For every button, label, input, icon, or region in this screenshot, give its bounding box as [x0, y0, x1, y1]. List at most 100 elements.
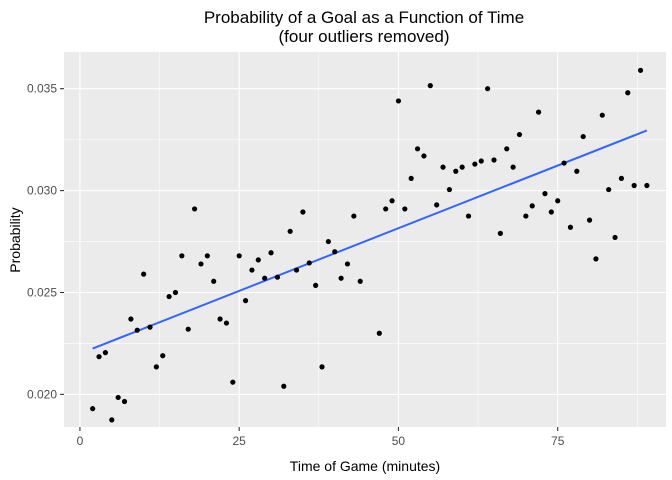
data-point: [376, 330, 382, 336]
data-point: [300, 209, 306, 215]
data-point: [217, 316, 223, 322]
data-point: [357, 278, 363, 284]
data-point: [313, 282, 319, 288]
data-point: [453, 168, 459, 174]
data-point: [606, 186, 612, 193]
data-point: [644, 182, 650, 189]
data-point: [434, 202, 440, 208]
data-point: [580, 133, 586, 140]
data-point: [344, 261, 351, 267]
data-point: [408, 175, 414, 181]
data-point: [351, 213, 357, 219]
data-point: [427, 83, 433, 89]
data-point: [128, 316, 134, 322]
data-point: [383, 206, 389, 212]
data-point: [198, 261, 204, 267]
data-point: [179, 253, 185, 259]
data-point: [262, 275, 268, 281]
data-point: [115, 394, 121, 401]
data-point: [191, 206, 198, 212]
data-point: [185, 326, 191, 332]
y-axis-title: Probability: [7, 207, 23, 272]
data-point: [102, 350, 109, 356]
data-point: [90, 406, 96, 412]
data-point: [485, 86, 491, 92]
data-point: [631, 182, 637, 189]
data-point: [586, 217, 593, 223]
x-tick-label: 25: [233, 434, 247, 448]
data-point: [491, 157, 497, 163]
data-point: [523, 213, 529, 219]
data-point: [332, 249, 338, 255]
data-point: [510, 164, 516, 170]
data-point: [109, 417, 115, 423]
data-point: [230, 379, 236, 385]
data-point: [593, 256, 599, 262]
data-point: [637, 67, 644, 73]
data-point: [574, 168, 580, 174]
data-points: [90, 67, 650, 423]
data-point: [268, 250, 274, 256]
data-point: [255, 257, 261, 263]
chart-subtitle: (four outliers removed): [278, 27, 449, 46]
data-point: [612, 234, 618, 241]
data-point: [319, 364, 325, 370]
data-point: [338, 275, 344, 281]
data-point: [204, 253, 210, 259]
data-point: [625, 90, 631, 96]
y-tick-label: 0.020: [27, 387, 57, 401]
y-tick-label: 0.030: [27, 184, 57, 198]
data-point: [141, 271, 147, 277]
x-tick-label: 75: [551, 434, 565, 448]
data-point: [249, 267, 255, 273]
y-tick-label: 0.025: [27, 285, 57, 299]
data-point: [172, 289, 179, 296]
data-point: [542, 191, 548, 197]
fit-line-layer: [92, 129, 648, 350]
data-point: [147, 324, 153, 330]
data-point: [421, 153, 427, 159]
data-point: [472, 161, 478, 167]
data-point: [402, 206, 408, 212]
data-point: [389, 198, 395, 204]
data-point: [440, 164, 446, 170]
data-point: [211, 278, 217, 284]
data-point: [287, 228, 293, 234]
x-tick-label: 0: [77, 434, 84, 448]
data-point: [459, 164, 465, 170]
data-point: [153, 364, 159, 370]
data-point: [446, 186, 453, 193]
data-point: [306, 260, 312, 266]
data-point: [96, 354, 102, 360]
chart-title: Probability of a Goal as a Function of T…: [204, 8, 524, 27]
data-point: [395, 98, 402, 104]
data-point: [134, 327, 140, 333]
y-tick-label: 0.035: [27, 82, 57, 96]
data-point: [121, 398, 128, 405]
data-point: [223, 320, 230, 326]
data-point: [274, 274, 281, 280]
data-point: [293, 267, 300, 273]
data-point: [478, 158, 484, 164]
data-point: [599, 112, 605, 118]
data-point: [236, 253, 242, 259]
y-axis-ticks: 0.020 0.025 0.030 0.035: [27, 82, 64, 401]
data-point: [414, 146, 421, 152]
data-point: [281, 383, 287, 389]
data-point: [504, 146, 510, 152]
data-point: [567, 224, 574, 230]
x-axis-title: Time of Game (minutes): [290, 458, 440, 474]
data-point: [555, 198, 561, 204]
data-point: [529, 203, 535, 209]
data-point: [497, 230, 503, 236]
linear-fit-line: [92, 129, 648, 350]
data-point: [618, 175, 625, 181]
plot-panel: [64, 52, 666, 427]
x-tick-label: 50: [392, 434, 406, 448]
data-point: [160, 353, 166, 359]
major-gridlines: [64, 52, 666, 427]
data-point: [548, 209, 554, 215]
data-point: [561, 160, 567, 166]
data-point: [325, 238, 331, 245]
